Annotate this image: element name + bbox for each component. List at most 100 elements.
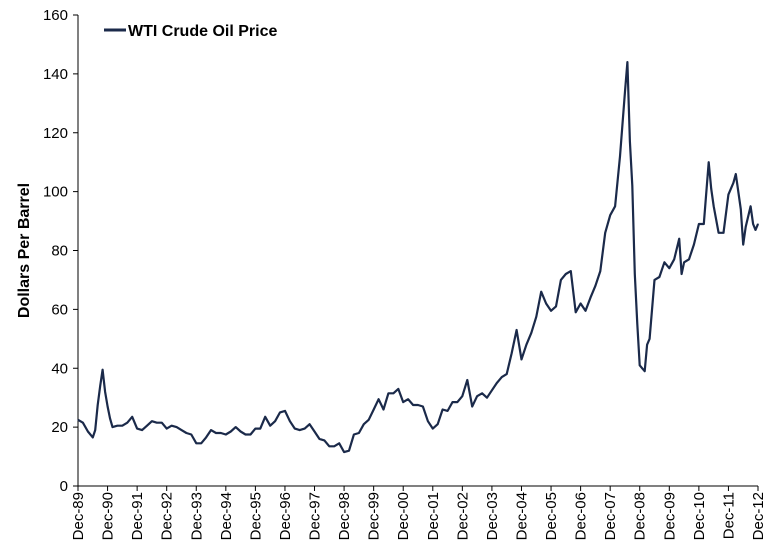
data-point — [710, 188, 712, 190]
data-point — [658, 276, 661, 278]
data-point — [619, 155, 621, 157]
data-point — [353, 433, 355, 436]
data-point — [535, 316, 537, 318]
data-point — [225, 433, 227, 436]
data-point — [121, 425, 123, 427]
data-point — [244, 433, 247, 436]
data-point — [417, 404, 419, 406]
data-point — [631, 185, 633, 187]
data-point — [412, 404, 414, 406]
data-point — [634, 273, 636, 275]
data-point — [402, 401, 404, 403]
data-point — [82, 422, 84, 424]
data-point — [668, 267, 670, 269]
data-point — [220, 432, 222, 434]
data-point — [693, 244, 695, 246]
data-point — [378, 398, 380, 400]
x-tick-label: Dec-98 — [336, 492, 353, 540]
data-point — [486, 397, 488, 399]
data-point — [427, 420, 429, 422]
data-point — [560, 279, 562, 281]
x-tick-label: Dec-07 — [602, 492, 619, 540]
data-point — [141, 429, 143, 431]
x-tick-label: Dec-00 — [395, 492, 412, 540]
x-tick-label: Dec-04 — [513, 492, 530, 540]
data-point — [215, 432, 217, 434]
data-point — [442, 408, 444, 411]
data-point — [653, 279, 656, 281]
data-point — [102, 369, 104, 371]
x-tick-label: Dec-05 — [543, 492, 560, 540]
data-point — [333, 445, 335, 447]
data-point — [156, 422, 158, 424]
data-point — [313, 430, 316, 433]
data-point — [555, 305, 557, 307]
data-point — [636, 323, 638, 325]
data-point — [161, 422, 163, 424]
data-point — [506, 373, 508, 375]
x-tick-label: Dec-96 — [277, 492, 294, 540]
x-tick-label: Dec-10 — [691, 492, 708, 540]
data-point — [437, 423, 439, 425]
data-point — [589, 297, 592, 299]
data-point — [94, 429, 96, 431]
data-point — [663, 261, 666, 263]
data-point — [466, 379, 468, 381]
y-tick-label: 100 — [43, 184, 68, 201]
data-point — [343, 451, 345, 453]
data-point — [727, 194, 730, 196]
data-point — [368, 419, 370, 421]
data-point — [200, 442, 202, 444]
data-point — [752, 223, 754, 225]
data-point — [190, 433, 192, 436]
data-point — [575, 311, 577, 313]
data-point — [318, 438, 320, 440]
data-point — [254, 428, 256, 430]
data-point — [708, 161, 710, 163]
data-point — [323, 439, 325, 441]
data-point — [116, 425, 118, 427]
data-point — [688, 258, 690, 260]
data-point — [358, 432, 360, 434]
x-tick-label: Dec-89 — [70, 492, 87, 540]
data-point — [740, 208, 742, 210]
data-point — [107, 405, 109, 408]
data-point — [481, 392, 483, 394]
data-point — [501, 376, 503, 378]
data-point — [87, 430, 89, 433]
y-tick-label: 0 — [60, 478, 68, 495]
x-tick-label: Dec-92 — [159, 492, 176, 540]
data-point — [626, 61, 629, 63]
data-point — [580, 302, 582, 305]
data-point — [289, 420, 291, 422]
data-point — [698, 223, 700, 225]
data-point — [471, 405, 473, 408]
x-tick-label: Dec-91 — [129, 492, 146, 540]
data-point — [703, 223, 705, 225]
y-tick-label: 140 — [43, 66, 68, 83]
data-point — [382, 408, 385, 411]
data-point — [387, 392, 389, 394]
y-tick-labels: 0 20 40 60 80 100 120 140 160 — [43, 7, 68, 495]
data-point — [491, 389, 493, 391]
data-point — [309, 423, 311, 425]
data-point — [348, 450, 350, 452]
data-point — [649, 338, 651, 340]
data-point — [195, 442, 197, 444]
data-point — [614, 205, 616, 207]
data-point — [397, 388, 399, 390]
data-point — [249, 433, 252, 436]
data-point — [540, 291, 542, 293]
data-point — [235, 426, 237, 428]
data-point — [757, 223, 759, 225]
x-tick-label: Dec-01 — [425, 492, 442, 540]
x-tick-label: Dec-93 — [188, 492, 205, 540]
data-point — [126, 422, 128, 424]
x-tick-label: Dec-11 — [720, 492, 737, 539]
data-point — [641, 367, 643, 369]
data-point — [550, 310, 552, 312]
data-point — [594, 285, 597, 287]
data-point — [269, 425, 271, 427]
data-point — [604, 232, 606, 234]
axes — [73, 14, 759, 491]
